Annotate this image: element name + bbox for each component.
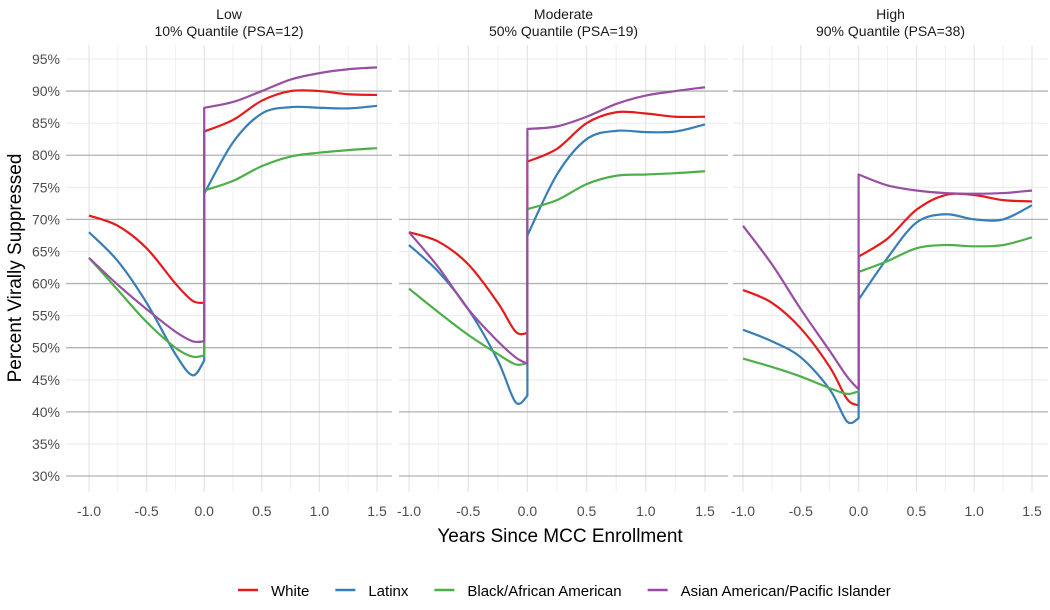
series-line-latinx	[742, 204, 1033, 425]
x-tick-label: 0.0	[849, 503, 869, 519]
x-tick-label: 1.0	[636, 503, 656, 519]
x-tick-label: -0.5	[135, 503, 159, 519]
x-tick-label: -1.0	[397, 503, 421, 519]
y-tick-label: 85%	[32, 115, 60, 131]
series-line-asian-american-pacific-islander	[408, 86, 706, 365]
panel-title: High	[876, 6, 905, 22]
x-tick-label: 1.5	[695, 503, 715, 519]
x-tick-label: 0.5	[252, 503, 272, 519]
series-line-latinx	[88, 104, 378, 377]
y-tick-label: 40%	[32, 404, 60, 420]
y-tick-label: 60%	[32, 276, 60, 292]
x-axis-title: Years Since MCC Enrollment	[437, 526, 683, 547]
legend-label: Latinx	[368, 583, 409, 600]
y-tick-label: 35%	[32, 436, 60, 452]
series-line-asian-american-pacific-islander	[742, 173, 1033, 391]
series-line-black-african-american	[408, 170, 706, 366]
x-tick-label: -0.5	[789, 503, 813, 519]
x-tick-label: 1.5	[1022, 503, 1042, 519]
y-tick-label: 70%	[32, 211, 60, 227]
x-tick-label: 0.5	[577, 503, 597, 519]
y-tick-label: 90%	[32, 83, 60, 99]
series-line-white	[742, 192, 1033, 407]
panel-subtitle: 10% Quantile (PSA=12)	[154, 23, 303, 39]
x-tick-label: 0.5	[907, 503, 927, 519]
x-tick-label: 1.5	[367, 503, 387, 519]
y-tick-label: 75%	[32, 179, 60, 195]
x-tick-label: -1.0	[77, 503, 101, 519]
y-axis-title: Percent Virally Suppressed	[5, 154, 26, 383]
y-tick-label: 55%	[32, 308, 60, 324]
panel-subtitle: 90% Quantile (PSA=38)	[816, 23, 965, 39]
x-tick-label: 0.0	[518, 503, 538, 519]
legend-label: Asian American/Pacific Islander	[681, 583, 891, 600]
series-line-asian-american-pacific-islander	[88, 66, 378, 344]
series-line-white	[408, 110, 706, 336]
panel-subtitle: 50% Quantile (PSA=19)	[489, 23, 638, 39]
y-tick-label: 95%	[32, 51, 60, 67]
legend-label: White	[271, 583, 309, 600]
y-tick-label: 65%	[32, 243, 60, 259]
series-line-black-african-american	[88, 147, 378, 359]
series-line-black-african-american	[742, 236, 1033, 396]
panel-title: Low	[216, 6, 243, 22]
x-tick-label: -0.5	[456, 503, 480, 519]
x-tick-label: 0.0	[194, 503, 214, 519]
x-tick-label: 1.0	[310, 503, 330, 519]
x-tick-label: -1.0	[731, 503, 755, 519]
y-tick-label: 30%	[32, 468, 60, 484]
panel-title: Moderate	[534, 6, 593, 22]
y-tick-label: 50%	[32, 340, 60, 356]
y-tick-label: 80%	[32, 147, 60, 163]
x-tick-label: 1.0	[964, 503, 984, 519]
legend-label: Black/African American	[467, 583, 621, 600]
y-tick-label: 45%	[32, 372, 60, 388]
series-line-white	[88, 89, 378, 305]
legend: White Latinx Black/African American Asian A…	[238, 583, 891, 600]
